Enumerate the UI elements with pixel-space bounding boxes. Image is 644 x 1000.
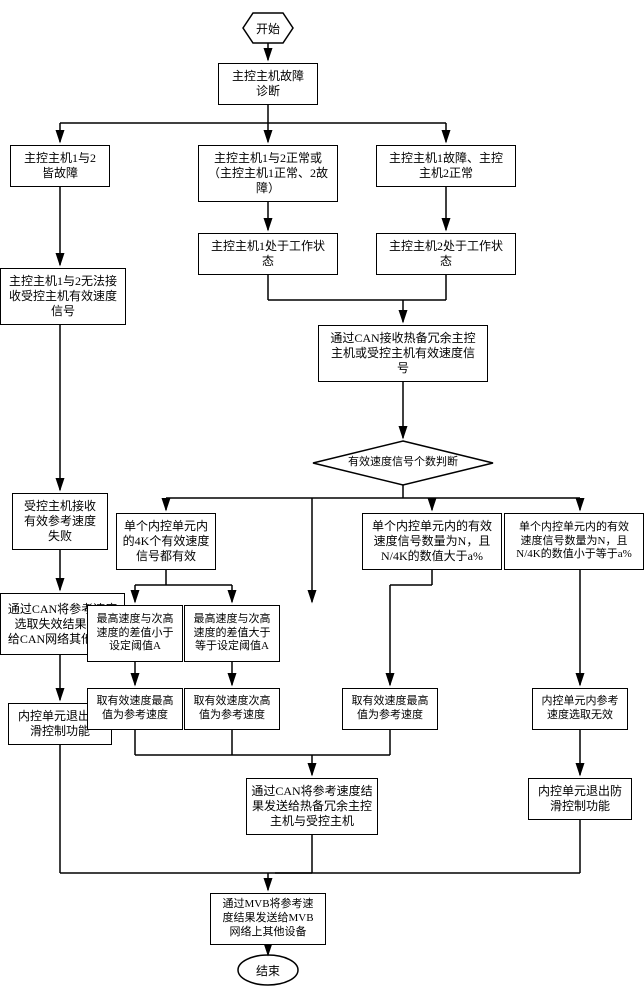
node-both-fail: 主控主机1与2皆故障	[10, 145, 110, 187]
end-label: 结束	[256, 962, 280, 979]
t: 通过CAN将参考速度结果发送给热备冗余主控主机与受控主机	[251, 784, 372, 829]
node-host2-work: 主控主机2处于工作状态	[376, 233, 516, 275]
node-no-recv: 主控主机1与2无法接收受控主机有效速度信号	[0, 268, 126, 325]
t: 单个内控单元内的有效速度信号数量为N，且N/4K的数值小于等于a%	[516, 521, 632, 562]
t: 取有效速度最高值为参考速度	[352, 695, 429, 723]
t: 主控主机1故障、主控主机2正常	[389, 151, 503, 181]
decision-text: 有效速度信号个数判断	[348, 456, 458, 468]
t: 内控单元退出防滑控制功能	[538, 784, 622, 814]
node-diag: 主控主机故障诊断	[218, 63, 318, 105]
t: 主控主机故障诊断	[232, 69, 304, 99]
end-node: 结束	[238, 955, 298, 985]
t: 通过CAN接收热备冗余主控主机或受控主机有效速度信号	[330, 331, 475, 376]
node-take-2nd: 取有效速度次高值为参考速度	[184, 688, 280, 730]
node-exit2: 内控单元退出防滑控制功能	[528, 778, 632, 820]
node-diff-lt: 最高速度与次高速度的差值小于设定阈值A	[87, 605, 183, 662]
node-host1-work: 主控主机1处于工作状态	[198, 233, 338, 275]
t: 取有效速度次高值为参考速度	[194, 695, 271, 723]
node-4k-valid: 单个内控单元内的4K个有效速度信号都有效	[116, 513, 216, 570]
start-node: 开始	[243, 13, 293, 43]
t: 最高速度与次高速度的差值小于设定阈值A	[97, 613, 174, 654]
t: 主控主机1与2正常或（主控主机1正常、2故障）	[208, 151, 328, 196]
node-n-le-a: 单个内控单元内的有效速度信号数量为N，且N/4K的数值小于等于a%	[504, 513, 644, 570]
node-normal: 主控主机1与2正常或（主控主机1正常、2故障）	[198, 145, 338, 202]
node-1fail-2normal: 主控主机1故障、主控主机2正常	[376, 145, 516, 187]
t: 受控主机接收有效参考速度失败	[24, 499, 96, 544]
t: 单个内控单元内的有效速度信号数量为N，且N/4K的数值大于a%	[372, 519, 492, 564]
node-take-max1: 取有效速度最高值为参考速度	[87, 688, 183, 730]
node-n-gt-a: 单个内控单元内的有效速度信号数量为N，且N/4K的数值大于a%	[362, 513, 502, 570]
node-can-recv: 通过CAN接收热备冗余主控主机或受控主机有效速度信号	[318, 325, 488, 382]
node-take-max2: 取有效速度最高值为参考速度	[342, 688, 438, 730]
node-recv-fail: 受控主机接收有效参考速度失败	[12, 493, 108, 550]
node-send-mvb: 通过MVB将参考速度结果发送给MVB网络上其他设备	[210, 893, 326, 945]
decision-label: 有效速度信号个数判断	[328, 456, 478, 469]
t: 主控主机2处于工作状态	[389, 239, 503, 269]
t: 内控单元内参考速度选取无效	[542, 695, 619, 723]
node-send-can: 通过CAN将参考速度结果发送给热备冗余主控主机与受控主机	[246, 778, 378, 835]
node-invalid: 内控单元内参考速度选取无效	[532, 688, 628, 730]
t: 主控主机1与2无法接收受控主机有效速度信号	[9, 274, 117, 319]
start-label: 开始	[256, 20, 280, 37]
t: 最高速度与次高速度的差值大于等于设定阈值A	[194, 613, 271, 654]
t: 主控主机1与2皆故障	[24, 151, 96, 181]
t: 通过MVB将参考速度结果发送给MVB网络上其他设备	[222, 898, 313, 939]
t: 单个内控单元内的4K个有效速度信号都有效	[123, 519, 210, 564]
t: 主控主机1处于工作状态	[211, 239, 325, 269]
node-diff-ge: 最高速度与次高速度的差值大于等于设定阈值A	[184, 605, 280, 662]
t: 取有效速度最高值为参考速度	[97, 695, 174, 723]
